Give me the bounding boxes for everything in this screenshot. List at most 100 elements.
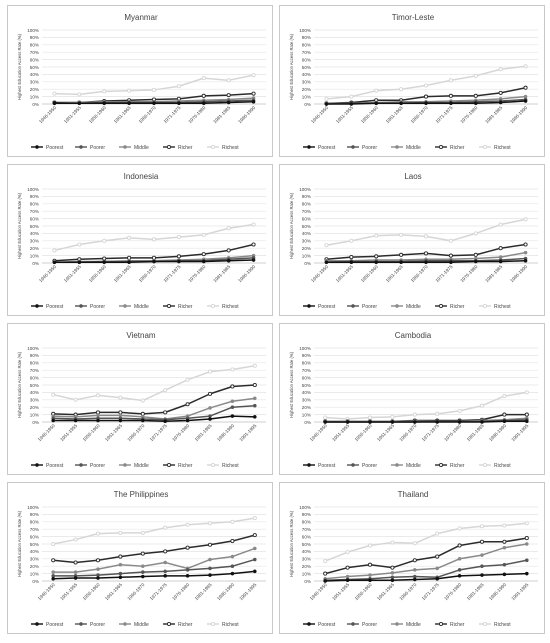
data-point-richest — [51, 392, 56, 397]
legend-marker-middle — [395, 145, 399, 149]
legend-marker-richer — [438, 144, 444, 150]
y-tick-label: 40% — [30, 72, 39, 77]
data-point-richest — [151, 237, 157, 242]
x-tick-label: 1986-1990 — [488, 582, 507, 601]
y-tick-label: 60% — [302, 57, 311, 62]
data-point-poorest — [51, 418, 56, 423]
x-tick-label: 1976-1980 — [171, 582, 190, 601]
y-tick-label: 100% — [299, 28, 311, 33]
chart-panel-myanmar: Myanmar 0% 10% 20% 30% 40% 50% 60% 70% 80% 90% 100%… — [7, 5, 273, 157]
legend-label-poorer: Poorer — [362, 145, 377, 151]
data-point-richest — [230, 519, 235, 524]
y-tick-label: 90% — [302, 512, 311, 517]
data-point-poorest — [208, 573, 212, 577]
x-tick-label: 1991-1995 — [238, 423, 257, 442]
x-tick-label: 1976-1980 — [459, 105, 478, 124]
legend-label-richest: Richest — [494, 145, 511, 151]
legend-label-richer: Richer — [178, 463, 193, 469]
series-line-richer — [325, 537, 527, 575]
data-point-poorer — [208, 566, 212, 571]
y-tick-label: 90% — [302, 194, 311, 199]
legend-label-poorest: Poorest — [318, 463, 336, 469]
x-tick-label: 1971-1975 — [163, 105, 182, 124]
legend-label-richer: Richer — [178, 304, 193, 310]
data-point-richer — [226, 93, 231, 98]
data-point-poorest — [251, 99, 256, 104]
data-point-poorest — [435, 576, 440, 581]
y-tick-label: 0% — [32, 420, 39, 425]
y-tick-label: 10% — [30, 94, 39, 99]
x-tick-label: 1961-1965 — [104, 582, 123, 601]
y-tick-label: 80% — [30, 361, 39, 366]
data-point-richer — [524, 412, 529, 417]
y-axis-label: Highest Education Access Rate (%) — [289, 510, 294, 577]
x-tick-label: 1981-1985 — [194, 582, 213, 601]
data-point-richest — [457, 408, 462, 413]
data-point-poorest — [480, 420, 484, 424]
data-point-richest — [524, 521, 529, 526]
y-tick-label: 60% — [30, 534, 39, 539]
y-tick-label: 60% — [302, 375, 311, 380]
x-tick-label: 1991-1995 — [238, 582, 257, 601]
chart-title: Vietnam — [126, 331, 156, 340]
series-line-poorest — [325, 420, 527, 423]
legend-marker-richer — [166, 621, 172, 627]
data-point-richest — [473, 73, 478, 78]
series-line-richer — [53, 534, 255, 564]
y-tick-label: 0% — [32, 102, 39, 107]
series-line-poorest — [53, 570, 255, 580]
y-tick-label: 70% — [302, 50, 311, 55]
data-point-richer — [423, 251, 429, 256]
series-line-richest — [324, 522, 527, 562]
y-tick-label: 30% — [30, 80, 39, 85]
chart-title: Myanmar — [124, 13, 158, 22]
data-point-richest — [207, 369, 213, 374]
x-tick-label: 1976-1980 — [187, 264, 206, 283]
legend-marker-poorer — [351, 304, 355, 308]
y-tick-label: 30% — [302, 398, 311, 403]
data-point-poorer — [457, 568, 462, 572]
data-point-richest — [73, 397, 78, 402]
data-point-middle — [368, 573, 372, 577]
y-tick-label: 20% — [30, 246, 39, 251]
y-tick-label: 70% — [30, 50, 39, 55]
y-tick-label: 40% — [30, 390, 39, 395]
data-point-richest — [448, 78, 453, 83]
data-point-poorest — [424, 101, 428, 106]
y-tick-label: 20% — [30, 564, 39, 569]
y-tick-label: 50% — [302, 542, 311, 547]
data-point-richest — [127, 235, 132, 240]
legend-label-poorer: Poorer — [362, 463, 377, 469]
y-tick-label: 50% — [302, 65, 311, 70]
series-line-poorest — [53, 415, 255, 423]
legend-label-richer: Richer — [178, 145, 193, 151]
legend-label-richest: Richest — [222, 145, 239, 151]
x-tick-label: 1981-1985 — [466, 423, 485, 442]
y-tick-label: 40% — [30, 231, 39, 236]
data-point-poorest — [390, 578, 395, 583]
data-point-poorest — [412, 420, 417, 424]
x-tick-label: 1986-1990 — [216, 423, 235, 442]
data-point-richer — [412, 558, 417, 563]
x-tick-label: 1976-1980 — [171, 423, 190, 442]
data-point-richest — [102, 238, 107, 243]
data-point-poorest — [102, 260, 107, 265]
y-tick-label: 30% — [302, 80, 311, 85]
data-point-middle — [524, 542, 529, 546]
y-tick-label: 20% — [302, 87, 311, 92]
x-tick-label: 1976-1980 — [443, 582, 462, 601]
x-tick-label: 1961-1965 — [113, 105, 132, 124]
chart-panel-thailand: Thailand 0% 10% 20% 30% 40% 50% 60% 70% 80% 90% 100… — [279, 482, 545, 634]
data-point-richer — [207, 542, 213, 547]
data-point-richer — [523, 242, 528, 247]
data-point-poorest — [163, 419, 168, 424]
data-point-poorest — [226, 100, 231, 105]
data-point-poorest — [230, 571, 235, 576]
x-tick-label: 1956-1960 — [82, 582, 101, 601]
x-tick-label: 1951-1955 — [63, 264, 82, 283]
chart-svg-laos: Laos 0% 10% 20% 30% 40% 50% 60% 70% 80% 90% 100% Hig… — [289, 172, 538, 310]
y-tick-label: 90% — [30, 35, 39, 40]
data-point-richer — [423, 94, 429, 99]
data-point-poorest — [177, 101, 181, 106]
legend-label-richest: Richest — [494, 304, 511, 310]
